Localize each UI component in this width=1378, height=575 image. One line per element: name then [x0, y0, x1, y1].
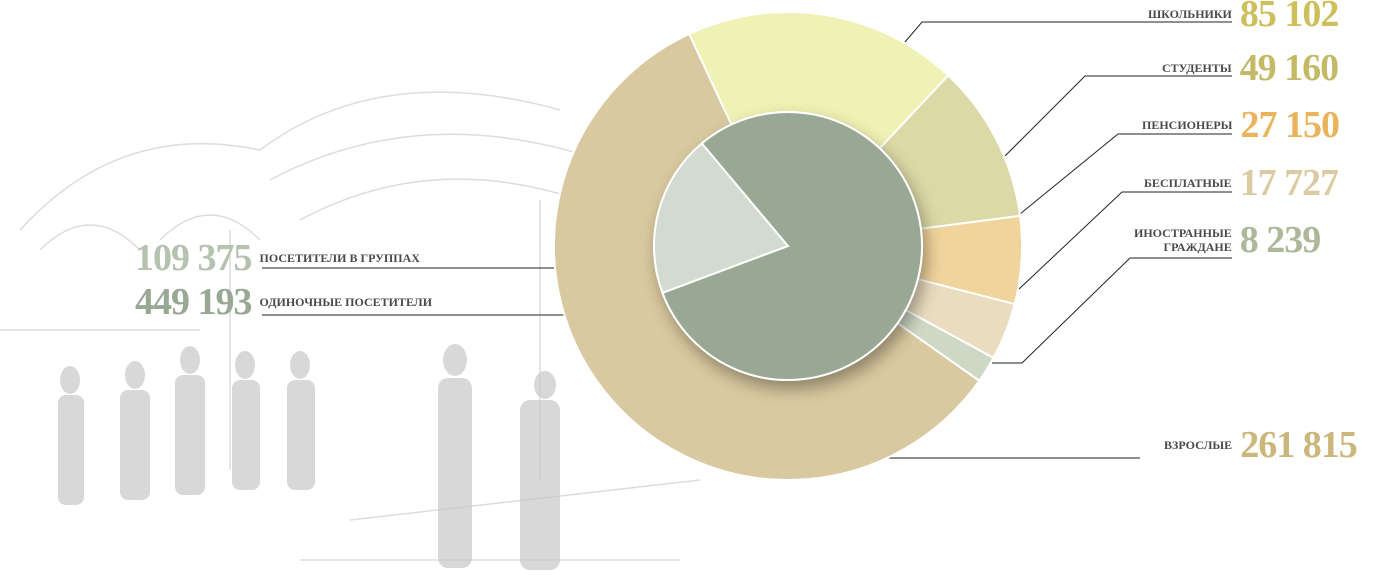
background-people	[58, 344, 560, 570]
value-label: 85 102	[1239, 0, 1339, 35]
value-label: 27 150	[1240, 104, 1339, 146]
category-label: ШКОЛЬНИКИ	[1148, 7, 1232, 21]
leader-line	[1017, 191, 1232, 291]
category-label: ПОСЕТИТЕЛИ В ГРУППАХ	[259, 251, 420, 265]
leader-line	[1004, 75, 1232, 157]
category-label: ОДИНОЧНЫЕ ПОСЕТИТЕЛИ	[259, 295, 433, 309]
pie-slice	[661, 111, 923, 381]
category-label: ИНОСТРАННЫЕ ГРАЖДАНЕ	[1134, 226, 1232, 254]
value-label: 261 815	[1240, 424, 1357, 466]
leader-line	[904, 21, 1232, 43]
slice-label: ИНОСТРАННЫЕ ГРАЖДАНЕ 8 239	[1134, 218, 1321, 262]
value-label: 8 239	[1239, 219, 1321, 261]
slice-label: 109 375 ПОСЕТИТЕЛИ В ГРУППАХ	[135, 236, 420, 280]
background-sketch	[0, 91, 701, 561]
category-label: ПЕНСИОНЕРЫ	[1142, 118, 1233, 132]
slice-label: ШКОЛЬНИКИ 85 102	[1148, 0, 1339, 36]
slice-label: 449 193 ОДИНОЧНЫЕ ПОСЕТИТЕЛИ	[135, 280, 432, 324]
leader-line	[992, 257, 1232, 364]
category-label: ВЗРОСЛЫЕ	[1164, 438, 1233, 452]
category-label: БЕСПЛАТНЫЕ	[1144, 176, 1232, 190]
slice-label: СТУДЕНТЫ 49 160	[1162, 46, 1339, 90]
inner-pie	[653, 111, 923, 381]
pie-slice	[653, 141, 790, 295]
slice-label: ПЕНСИОНЕРЫ 27 150	[1142, 103, 1340, 147]
value-label: 49 160	[1239, 47, 1339, 89]
slice-label: БЕСПЛАТНЫЕ 17 727	[1144, 161, 1339, 205]
value-label: 449 193	[135, 281, 252, 323]
leader-line	[1019, 133, 1232, 215]
value-label: 109 375	[135, 237, 252, 279]
value-label: 17 727	[1239, 162, 1339, 204]
slice-label: ВЗРОСЛЫЕ 261 815	[1164, 423, 1358, 467]
category-label: СТУДЕНТЫ	[1162, 61, 1232, 75]
